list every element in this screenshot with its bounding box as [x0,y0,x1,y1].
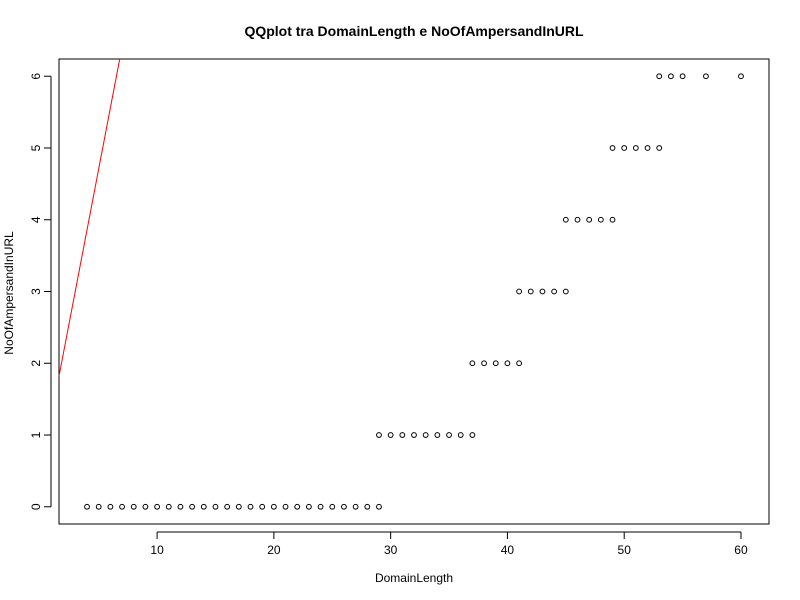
data-point [352,503,359,510]
data-point [527,288,534,295]
data-point [481,360,487,367]
data-point [224,503,231,510]
data-point [446,432,452,438]
x-tick-label: 30 [384,543,398,557]
data-point [738,73,744,80]
data-point [656,73,663,80]
data-point [586,216,593,223]
qq-reference-line [58,58,121,377]
y-tick-label: 5 [29,144,43,151]
plot-frame [58,58,770,525]
data-point [632,145,639,151]
data-point [574,216,581,223]
x-tick-label: 20 [267,543,281,557]
data-point [562,288,569,295]
data-point [189,503,196,510]
data-point [235,503,242,510]
data-point [317,503,324,510]
points-layer [84,73,744,510]
data-point [469,360,476,367]
data-point [376,503,382,510]
data-point [411,432,417,438]
data-point [306,503,312,510]
data-point [609,216,616,223]
y-tick-label: 2 [29,360,43,367]
data-point [329,503,336,510]
data-point [668,73,674,80]
data-point [212,503,219,510]
data-point [609,145,616,151]
y-tick-label: 1 [29,431,43,438]
data-point [282,503,289,510]
data-point [119,503,125,510]
x-tick-label: 10 [150,543,164,557]
data-point [341,503,347,510]
data-point [516,360,522,367]
data-point [259,503,266,510]
data-point [644,145,651,151]
data-point [516,288,522,295]
data-point [107,503,114,510]
data-point [422,432,429,438]
y-tick-label: 3 [29,288,43,295]
data-point [154,503,160,510]
x-tick-label: 50 [618,543,632,557]
data-point [597,216,604,223]
data-point [142,503,149,510]
reference-line-layer [58,58,121,377]
x-axis-label: DomainLength [375,571,453,585]
y-axis: 0 1 2 3 4 5 6 [29,73,52,510]
y-axis-label: NoOfAmpersandInURL [2,231,16,355]
data-point [270,503,277,510]
data-point [679,73,686,80]
y-tick-label: 0 [29,503,43,510]
x-axis: 10 20 30 40 50 60 [150,531,748,557]
data-point [364,503,371,510]
data-point [457,432,464,438]
data-point [130,503,137,510]
data-point [399,432,406,438]
data-point [539,288,546,295]
y-tick-label: 4 [29,216,43,223]
data-point [562,216,569,223]
data-point [656,145,663,151]
data-point [621,145,628,151]
data-point [165,503,172,510]
data-point [504,360,511,367]
x-tick-label: 60 [734,543,748,557]
data-point [177,503,184,510]
data-point [492,360,499,367]
y-tick-label: 6 [29,73,43,80]
data-point [247,503,254,510]
data-point [294,503,301,510]
data-point [387,432,394,438]
data-point [84,503,90,510]
x-tick-label: 40 [501,543,515,557]
data-point [434,432,441,438]
data-point [703,73,709,80]
data-point [469,432,476,438]
chart-title: QQplot tra DomainLength e NoOfAmpersandI… [244,23,584,39]
data-point [551,288,558,295]
data-point [95,503,102,510]
data-point [200,503,207,510]
data-point [376,432,382,438]
